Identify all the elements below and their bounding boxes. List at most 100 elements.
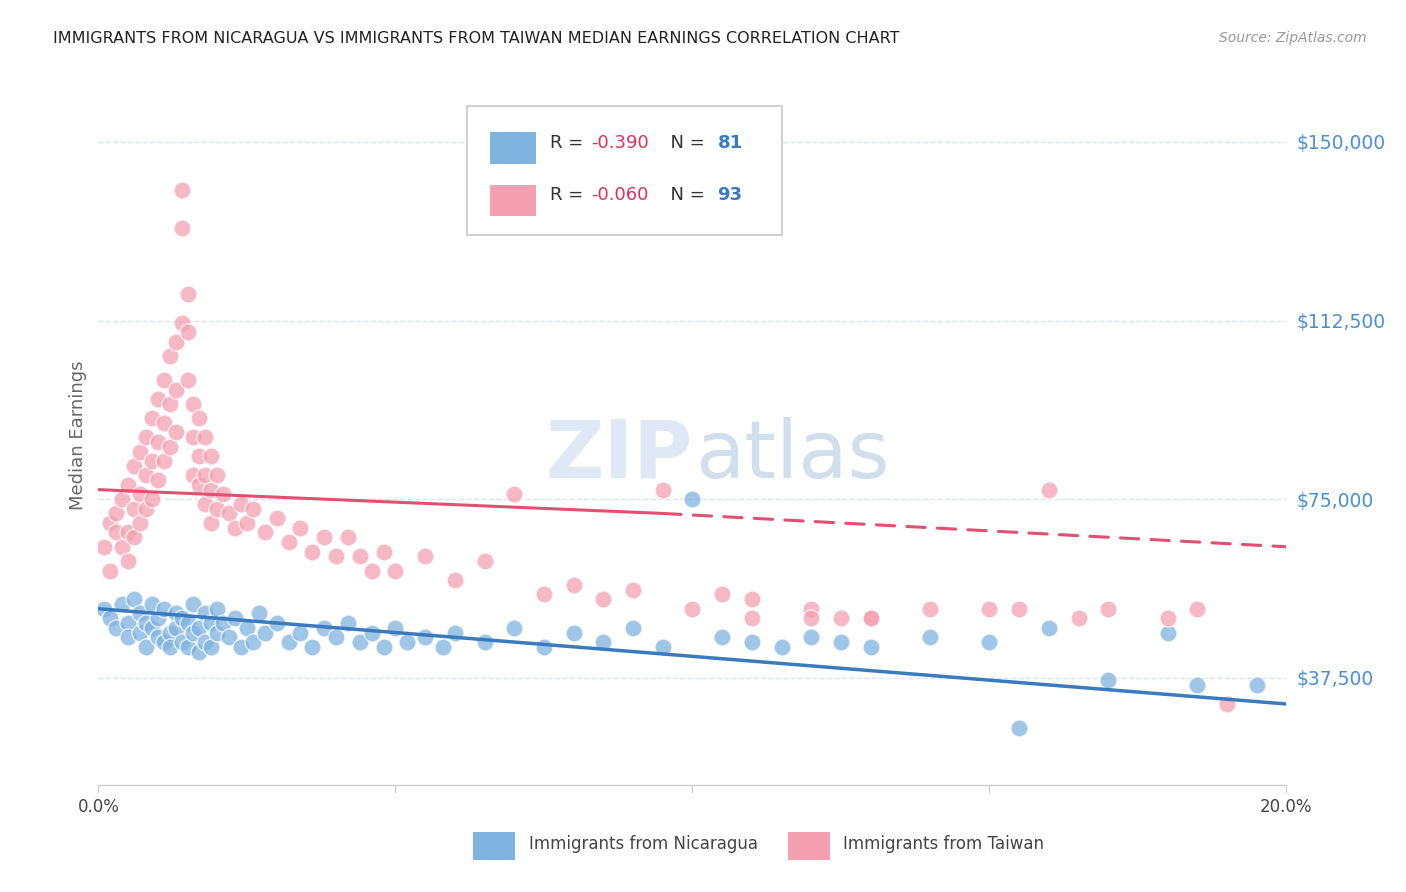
Point [117, 615, 139, 630]
Point [146, 630, 169, 644]
Text: R =: R = [550, 186, 589, 204]
Point [651, 483, 673, 497]
Point [349, 635, 371, 649]
Point [253, 525, 276, 540]
Point [194, 607, 217, 621]
Point [141, 454, 163, 468]
FancyBboxPatch shape [491, 185, 536, 217]
Point [141, 621, 163, 635]
Point [443, 573, 465, 587]
Point [1097, 673, 1119, 688]
Point [277, 635, 299, 649]
Point [242, 501, 264, 516]
Point [770, 640, 793, 654]
Point [533, 640, 555, 654]
Point [200, 615, 222, 630]
FancyBboxPatch shape [467, 106, 782, 235]
Point [129, 487, 152, 501]
Point [314, 530, 336, 544]
Point [165, 607, 187, 621]
Point [681, 492, 703, 507]
Point [176, 373, 198, 387]
Text: Immigrants from Nicaragua: Immigrants from Nicaragua [529, 836, 758, 854]
Point [266, 615, 288, 630]
Point [1156, 625, 1178, 640]
Point [159, 349, 181, 363]
Point [741, 635, 763, 649]
Point [98, 516, 121, 530]
Point [200, 450, 222, 464]
Point [711, 587, 734, 601]
Point [188, 450, 211, 464]
Y-axis label: Median Earnings: Median Earnings [69, 360, 87, 509]
Point [1067, 611, 1090, 625]
Point [105, 525, 128, 540]
Point [979, 601, 1001, 615]
Point [135, 501, 157, 516]
Point [122, 458, 145, 473]
Point [592, 635, 614, 649]
Text: ZIP: ZIP [546, 417, 692, 495]
Point [562, 578, 585, 592]
Point [432, 640, 454, 654]
Point [152, 601, 174, 615]
Point [301, 640, 323, 654]
Text: N =: N = [659, 186, 710, 204]
Point [194, 497, 217, 511]
Point [152, 454, 174, 468]
Point [188, 621, 211, 635]
Point [105, 507, 128, 521]
Point [141, 492, 163, 507]
Point [165, 334, 187, 349]
Point [1008, 721, 1031, 735]
Point [183, 597, 205, 611]
Point [212, 615, 235, 630]
Point [135, 430, 157, 444]
Point [183, 625, 205, 640]
Point [413, 630, 436, 644]
Point [360, 625, 382, 640]
Point [236, 621, 259, 635]
Point [349, 549, 371, 564]
Point [176, 640, 198, 654]
Point [979, 635, 1001, 649]
Text: -0.390: -0.390 [592, 134, 650, 152]
Text: atlas: atlas [695, 417, 889, 495]
Point [1097, 601, 1119, 615]
Point [129, 607, 152, 621]
Point [592, 592, 614, 607]
Point [800, 611, 823, 625]
Point [325, 630, 347, 644]
Text: Immigrants from Taiwan: Immigrants from Taiwan [844, 836, 1045, 854]
Point [741, 592, 763, 607]
Point [503, 487, 526, 501]
Point [1038, 621, 1060, 635]
Point [681, 601, 703, 615]
Point [135, 615, 157, 630]
Point [159, 640, 181, 654]
Point [651, 640, 673, 654]
Point [98, 564, 121, 578]
Point [170, 182, 193, 196]
Point [135, 468, 157, 483]
Point [218, 630, 240, 644]
Point [141, 597, 163, 611]
Point [205, 501, 228, 516]
Point [200, 640, 222, 654]
Text: Source: ZipAtlas.com: Source: ZipAtlas.com [1219, 31, 1367, 45]
Point [1246, 678, 1268, 692]
Point [205, 601, 228, 615]
Point [474, 635, 496, 649]
Point [920, 630, 942, 644]
Point [170, 635, 193, 649]
Point [830, 611, 852, 625]
Point [229, 640, 252, 654]
Point [800, 601, 823, 615]
Point [176, 326, 198, 340]
Point [105, 621, 128, 635]
Point [325, 549, 347, 564]
Point [159, 440, 181, 454]
Point [194, 430, 217, 444]
Point [413, 549, 436, 564]
Point [200, 516, 222, 530]
